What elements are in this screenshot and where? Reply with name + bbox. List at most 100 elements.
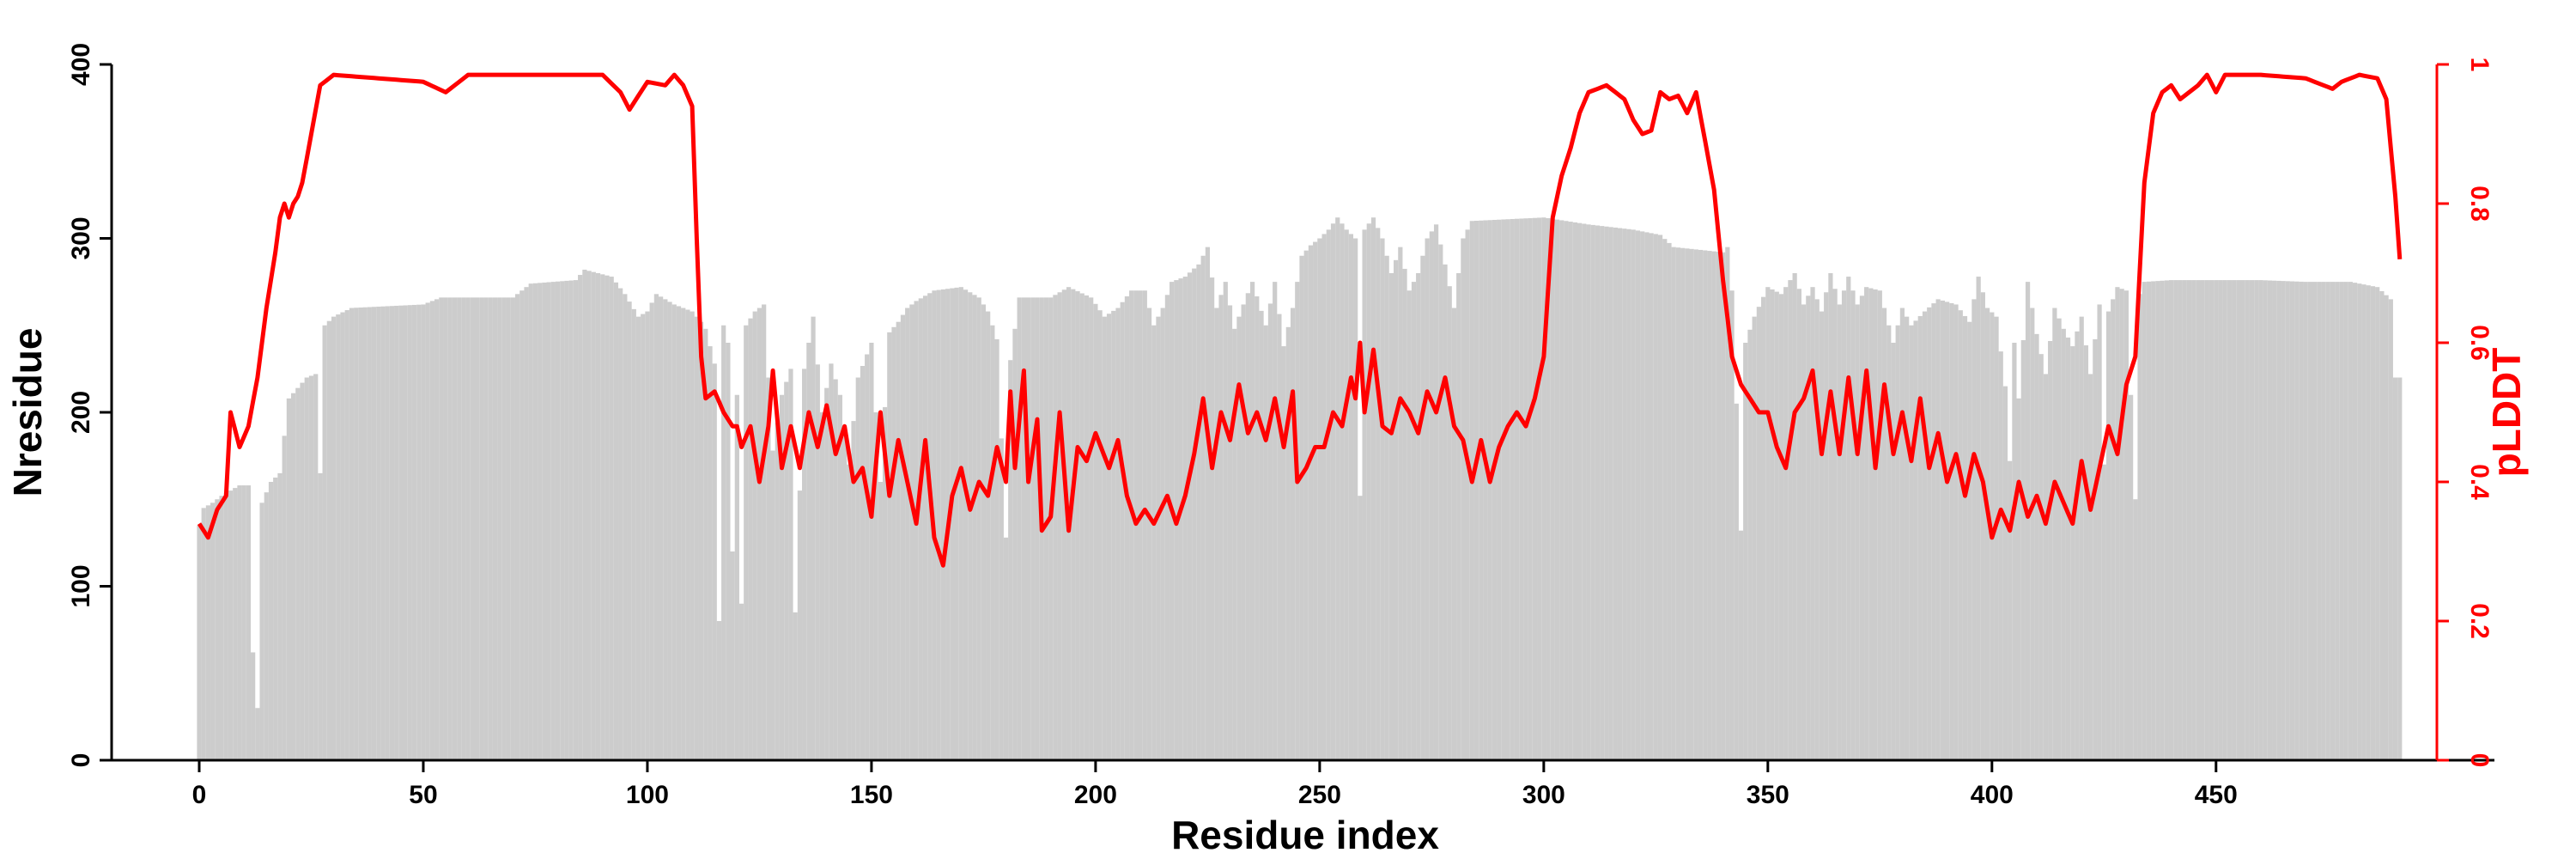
nresidue-bar	[1053, 295, 1058, 760]
nresidue-bar	[2016, 398, 2021, 760]
nresidue-bar	[1931, 303, 1936, 761]
nresidue-bar	[488, 297, 493, 761]
nresidue-bar	[1967, 321, 1972, 760]
nresidue-bar	[922, 295, 928, 760]
nresidue-bar	[2164, 280, 2169, 760]
nresidue-bar	[1738, 530, 1744, 760]
nresidue-bar	[770, 450, 775, 760]
nresidue-bar	[958, 287, 963, 760]
nresidue-bar	[609, 277, 614, 760]
nresidue-bar	[1376, 228, 1381, 761]
nresidue-bar	[282, 436, 287, 760]
nresidue-bar	[613, 282, 619, 760]
nresidue-bar	[291, 393, 296, 760]
nresidue-bar	[1734, 403, 1739, 760]
nresidue-bar	[1030, 297, 1036, 761]
nresidue-bar	[663, 299, 668, 760]
x-ticks: 0 50 100 150 200 250 300 350 400 450	[192, 760, 2238, 809]
nresidue-bar	[851, 421, 856, 760]
nresidue-bar	[986, 311, 991, 760]
nresidue-bar	[1891, 343, 1896, 760]
nresidue-bar	[322, 325, 327, 760]
nresidue-bar	[1196, 264, 1201, 760]
nresidue-bar	[304, 377, 309, 760]
nresidue-bar	[452, 297, 458, 761]
nresidue-bar	[1232, 328, 1237, 760]
nresidue-bar	[1868, 288, 1874, 760]
nresidue-bar	[1433, 224, 1439, 760]
nresidue-bar	[2263, 280, 2268, 760]
nresidue-bar	[900, 314, 906, 761]
nresidue-bar	[1330, 223, 1336, 761]
nresidue-bar	[690, 311, 695, 760]
nresidue-bar	[1384, 255, 1389, 760]
nresidue-bar	[2208, 280, 2215, 761]
nresidue-bar	[1295, 282, 1300, 760]
nresidue-bar	[1814, 299, 1820, 760]
nresidue-bar	[2218, 280, 2223, 761]
nresidue-bar	[1394, 259, 1399, 760]
nresidue-bar	[1846, 277, 1851, 760]
nresidue-bar	[2227, 280, 2233, 761]
nresidue-bar	[954, 287, 959, 760]
nresidue-bar	[1487, 220, 1492, 760]
nresidue-bar	[1810, 287, 1815, 760]
y-tick-label: 300	[67, 216, 95, 259]
nresidue-bar	[470, 297, 475, 761]
nresidue-bar	[1303, 250, 1309, 760]
nresidue-bar	[891, 326, 896, 760]
nresidue-bar	[1564, 221, 1569, 760]
nresidue-bar	[1685, 248, 1690, 760]
nresidue-bar	[1473, 220, 1479, 760]
nresidue-bar	[1200, 255, 1206, 760]
nresidue-bar	[1483, 220, 1488, 761]
nresidue-bar	[371, 307, 377, 760]
nresidue-bar	[264, 492, 269, 760]
nresidue-bar	[837, 394, 842, 760]
nresidue-bar	[326, 320, 331, 760]
nresidue-bar	[1097, 310, 1103, 760]
nresidue-bar	[623, 294, 628, 760]
nresidue-bar	[1917, 315, 1923, 760]
nresidue-bar	[2191, 280, 2196, 761]
x-tick-label: 150	[850, 781, 893, 809]
nresidue-bar	[2375, 287, 2380, 760]
nresidue-bar	[550, 282, 556, 760]
nresidue-bar	[1725, 247, 1730, 760]
nresidue-bar	[775, 423, 780, 760]
nresidue-bar	[1388, 273, 1394, 760]
nresidue-bar	[277, 472, 283, 760]
nresidue-bar	[1182, 277, 1188, 760]
nresidue-bar	[1743, 343, 1748, 760]
nresidue-bar	[528, 283, 533, 760]
nresidue-bar	[389, 306, 395, 760]
nresidue-bar	[2034, 333, 2039, 760]
nresidue-bar	[2146, 281, 2152, 761]
nresidue-bar	[972, 295, 977, 760]
nresidue-bar	[860, 366, 866, 760]
nresidue-bar	[712, 363, 717, 760]
nresidue-bar	[510, 297, 515, 761]
nresidue-bar	[532, 283, 538, 760]
nresidue-bar	[1935, 299, 1941, 760]
nresidue-bar	[1505, 219, 1510, 761]
nresidue-bar	[1680, 247, 1686, 760]
nresidue-bar	[1949, 302, 1954, 760]
nresidue-bar	[2088, 374, 2093, 760]
nresidue-bar	[1519, 218, 1524, 760]
nresidue-bar	[2075, 331, 2080, 760]
x-tick-label: 50	[409, 781, 437, 809]
nresidue-bar	[2070, 346, 2075, 760]
nresidue-bar	[251, 652, 256, 760]
nresidue-bar	[2392, 377, 2398, 760]
nresidue-bar	[1348, 234, 1354, 760]
nresidue-bar	[2285, 281, 2290, 760]
nresidue-bar	[340, 312, 345, 760]
y-tick-label: 200	[67, 391, 95, 434]
nresidue-bar	[483, 297, 489, 761]
nresidue-bar	[627, 302, 632, 760]
nresidue-bar	[2065, 337, 2071, 760]
nresidue-bar	[1590, 224, 1595, 761]
nresidue-bar	[811, 316, 816, 760]
